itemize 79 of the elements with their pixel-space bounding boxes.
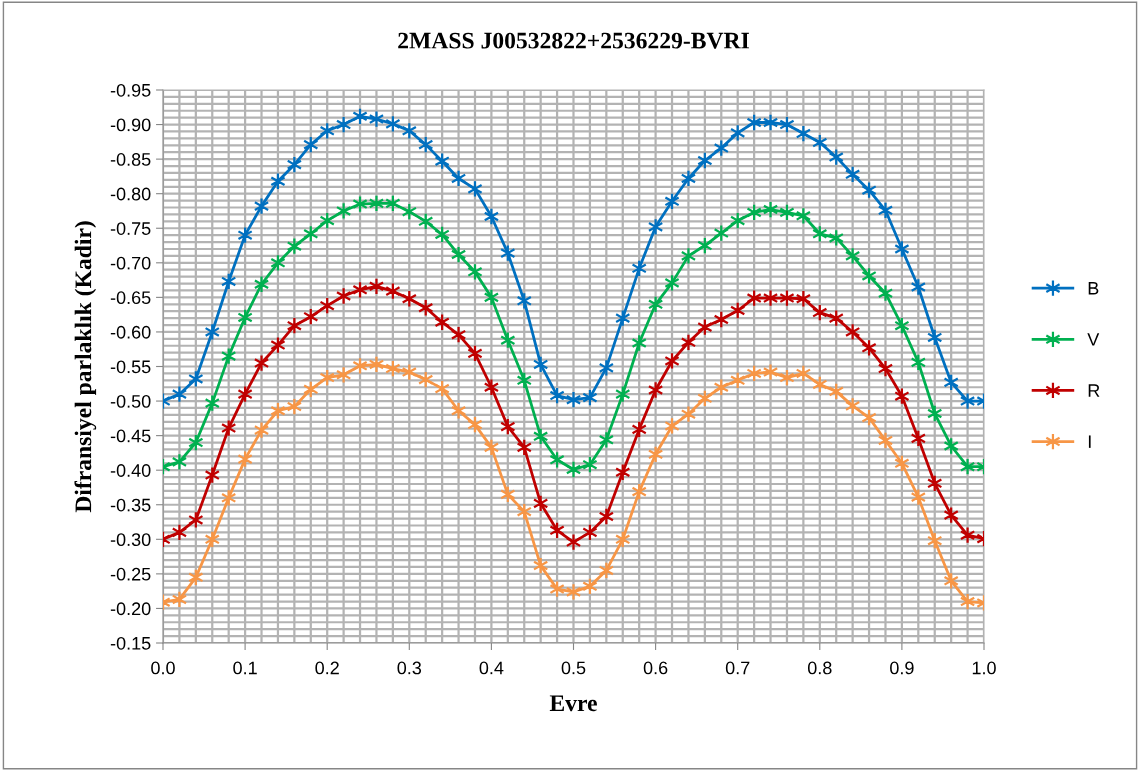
y-tick-label: -0.65 (110, 291, 151, 305)
x-tick-label: 0.4 (479, 661, 504, 675)
point (647, 381, 664, 399)
point (565, 460, 582, 479)
point (368, 355, 385, 374)
y-tick-label: -0.80 (110, 187, 151, 201)
x-tick-label: 0.6 (643, 661, 668, 675)
y-tick-label: -0.95 (110, 83, 151, 97)
point (877, 431, 894, 450)
point (680, 247, 697, 265)
point (171, 385, 188, 403)
point (450, 325, 467, 344)
y-tick-label: -0.85 (110, 153, 151, 166)
point (762, 113, 779, 132)
y-tick-label: -0.50 (110, 395, 151, 408)
x-axis-title: Evre (549, 695, 597, 712)
point (647, 295, 664, 314)
chart-title: 2MASS J00532822+2536229-BVRI (398, 32, 749, 49)
point (253, 421, 270, 439)
legend-label: R (1088, 384, 1100, 397)
point (368, 194, 385, 213)
y-tick-label: -0.20 (110, 602, 151, 616)
y-tick-label: -0.90 (110, 118, 151, 132)
point (483, 288, 500, 307)
point (565, 583, 582, 601)
x-tick-label: 0.5 (561, 661, 586, 675)
point (171, 590, 188, 609)
point (959, 526, 976, 544)
legend-label: I (1088, 435, 1091, 448)
y-tick-label: -0.35 (110, 498, 151, 512)
y-tick-label: -0.55 (110, 360, 151, 374)
point (680, 333, 697, 352)
point (171, 453, 188, 471)
point (450, 245, 467, 264)
x-tick-label: 0.7 (725, 661, 750, 675)
point (762, 289, 779, 307)
point (483, 378, 500, 396)
x-tick-label: 0.1 (233, 661, 257, 675)
y-tick-label: -0.40 (110, 464, 151, 477)
legend-label: B (1088, 282, 1099, 295)
x-tick-label: 0.9 (890, 661, 914, 675)
y-axis-title: Difransiyel parlaklık (Kadir) (74, 221, 97, 513)
point (253, 275, 270, 293)
point (680, 169, 697, 188)
point (959, 592, 976, 611)
point (483, 207, 500, 226)
point (959, 457, 976, 476)
point (680, 405, 697, 423)
point (368, 110, 385, 128)
point (450, 401, 467, 420)
x-tick-label: 1.0 (972, 661, 996, 675)
x-tick-label: 0.3 (397, 661, 422, 675)
y-tick-label: -0.70 (110, 256, 151, 270)
x-tick-label: 0.8 (807, 661, 832, 675)
y-tick-label: -0.30 (110, 533, 151, 547)
legend-label: V (1087, 333, 1100, 346)
point (565, 390, 582, 409)
point (450, 169, 467, 188)
x-tick-label: 0.0 (151, 661, 175, 675)
point (762, 200, 779, 219)
point (647, 218, 664, 236)
point (483, 438, 500, 457)
point (959, 392, 976, 410)
point (877, 201, 894, 220)
y-tick-label: -0.15 (110, 636, 151, 650)
point (565, 533, 582, 551)
point (253, 354, 270, 372)
point (253, 197, 270, 215)
y-tick-label: -0.75 (110, 222, 151, 235)
point (877, 284, 894, 302)
point (647, 445, 664, 464)
point (368, 277, 385, 296)
point (877, 359, 894, 378)
y-tick-label: -0.25 (110, 567, 151, 581)
point (171, 523, 188, 542)
y-tick-label: -0.45 (110, 429, 151, 443)
y-tick-label: -0.60 (110, 325, 151, 339)
point (762, 363, 779, 381)
x-tick-label: 0.2 (315, 661, 339, 675)
